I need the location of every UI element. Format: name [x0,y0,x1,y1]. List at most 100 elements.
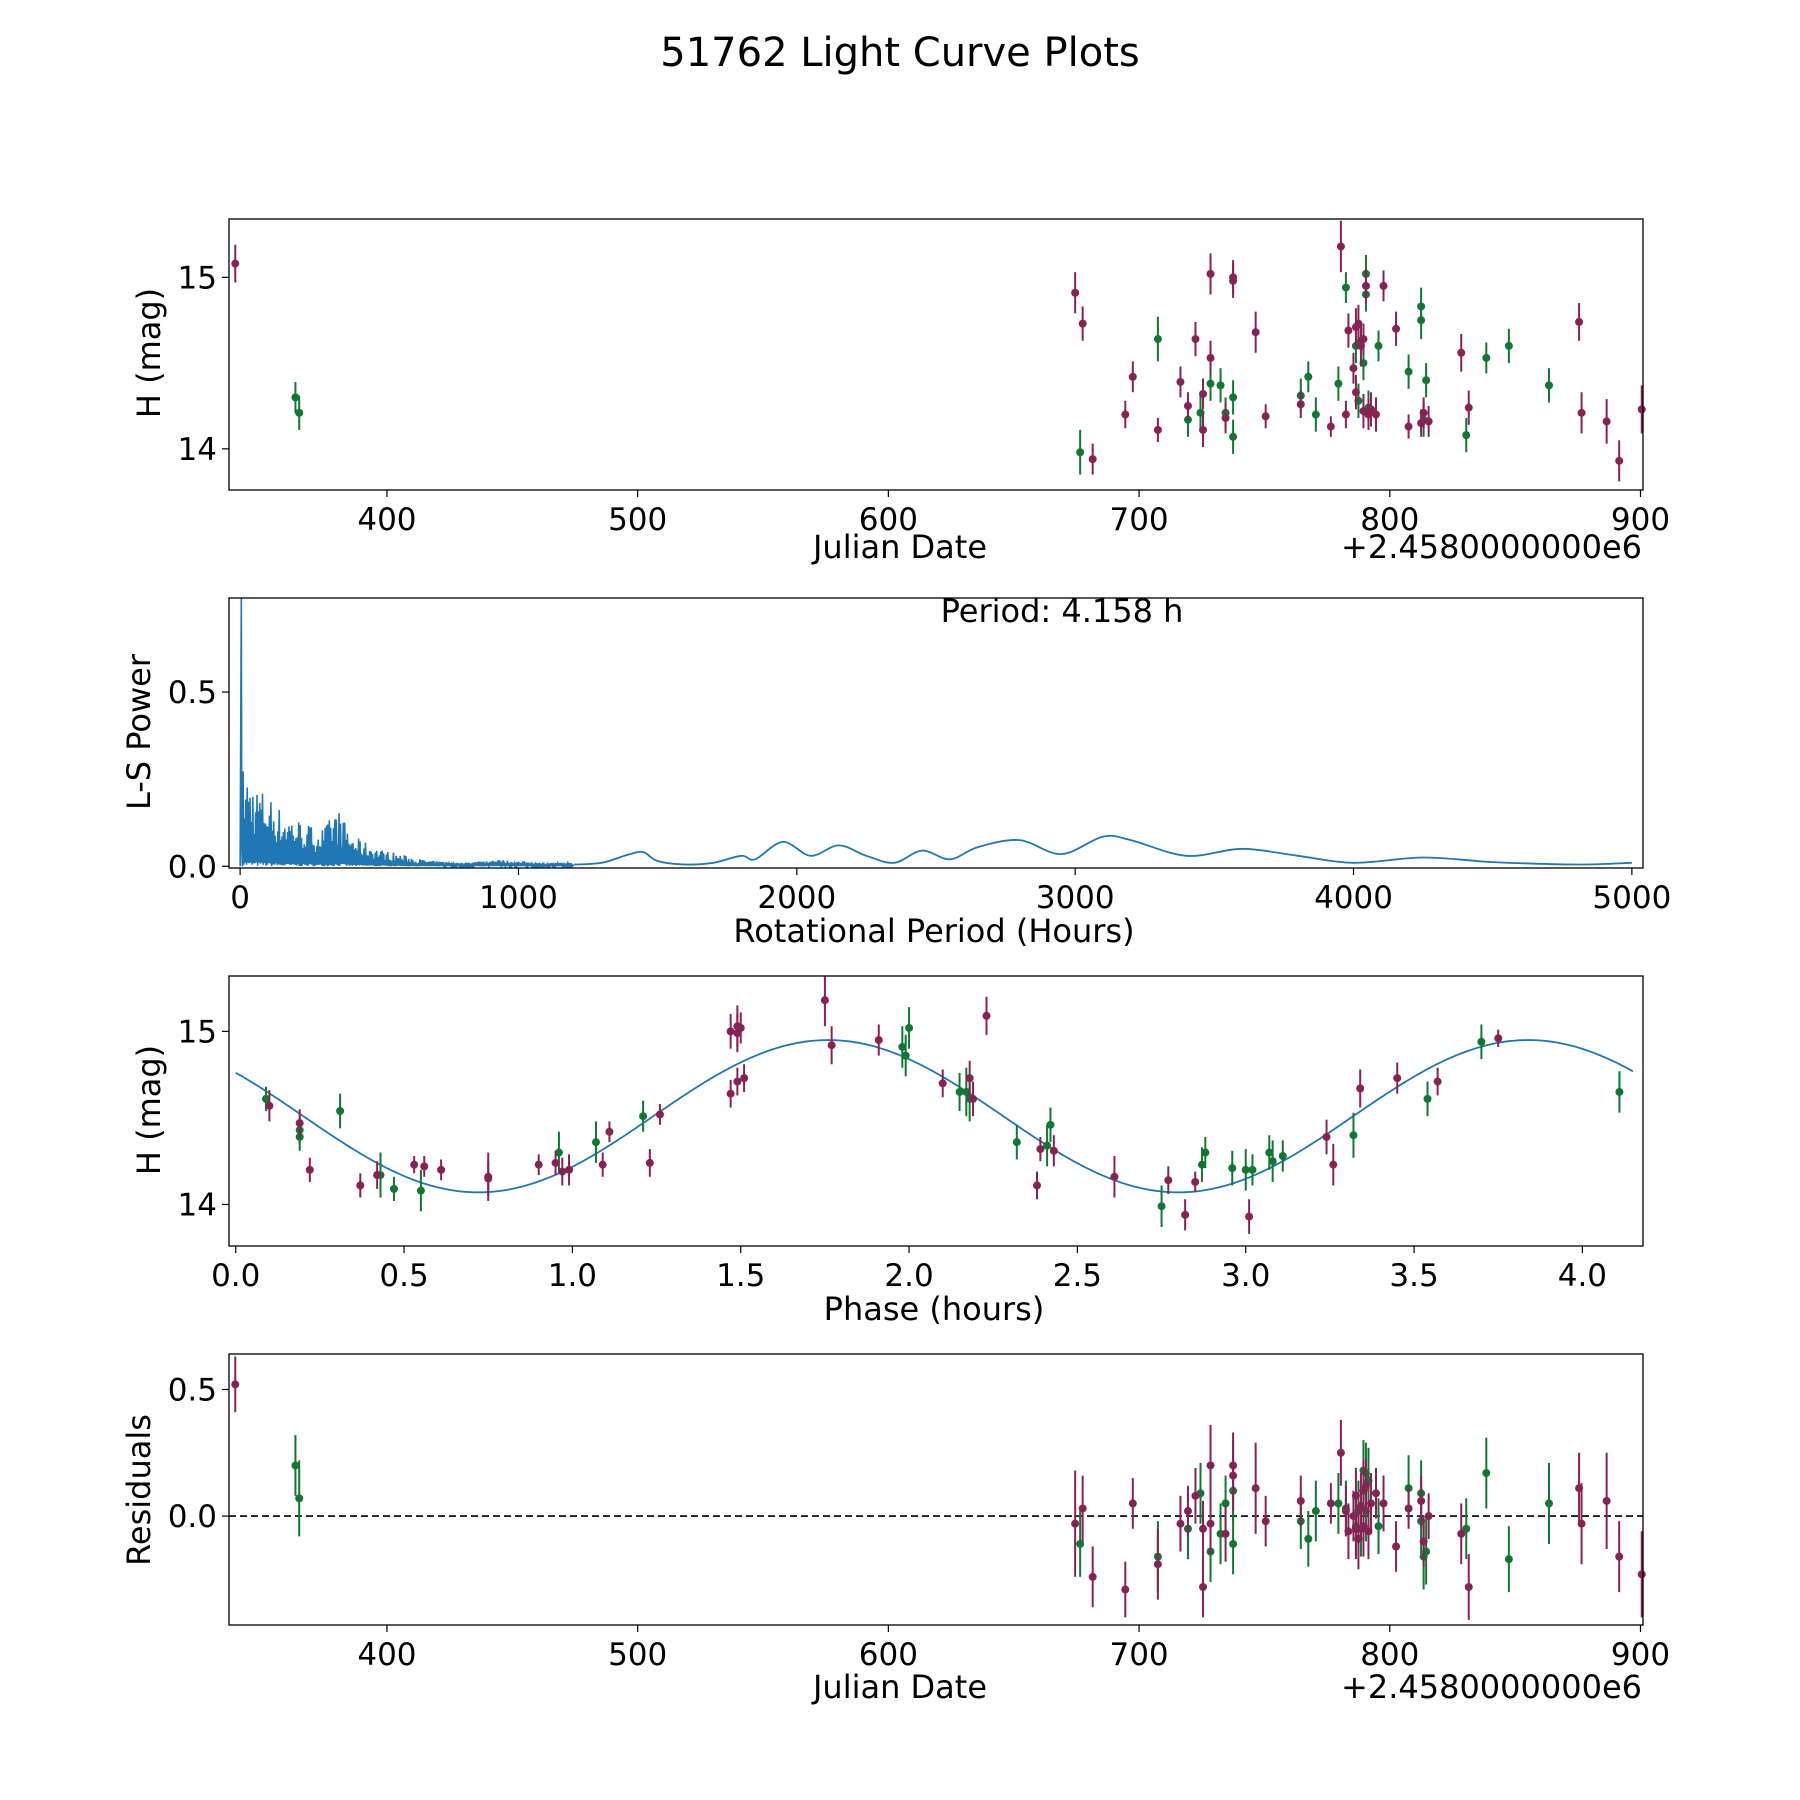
phased-point-r [305,1165,314,1174]
lightcurve-xtick-label: 800 [1360,502,1419,538]
residuals-point-g [1304,1534,1313,1543]
phased-point-r [605,1127,614,1136]
phased-point-r [645,1158,654,1167]
phased-point-g [1248,1165,1257,1174]
phased-point-g [1241,1165,1250,1174]
phased-frame [228,975,1644,1247]
lightcurve-point-r [1199,389,1208,398]
phased-xtick-label: 1.5 [716,1258,765,1294]
lightcurve-point-r [1191,335,1200,344]
lightcurve-point-r [1183,401,1192,410]
lightcurve-point-g [1153,335,1162,344]
residuals-point-r [1261,1517,1270,1526]
lightcurve-point-r [1615,456,1624,465]
phased-point-g [1046,1120,1055,1129]
phased-xtick-label: 2.0 [884,1258,933,1294]
phased-point-r [1329,1160,1338,1169]
residuals-point-r [1296,1496,1305,1505]
residuals-xtick-label: 600 [859,1637,918,1673]
lightcurve-point-g [1341,283,1350,292]
phased-point-g [1268,1157,1277,1166]
residuals-point-r [1191,1491,1200,1500]
residuals-point-r [1206,1519,1215,1528]
phased-point-g [1197,1160,1206,1169]
residuals-point-r [1392,1542,1401,1551]
phased-point-g [1265,1148,1274,1157]
lightcurve-point-g [1076,448,1085,457]
phased-point-r [726,1027,735,1036]
phased-point-r [1181,1210,1190,1219]
residuals-point-r [1078,1504,1087,1513]
lightcurve-point-g [1544,381,1553,390]
phased-ylabel: H (mag) [130,1045,168,1175]
phased-point-r [420,1162,429,1171]
residuals-frame [228,1353,1644,1626]
lightcurve-point-r [1419,408,1428,417]
periodogram-xtick-label: 1000 [479,880,558,916]
residuals-point-r [1176,1519,1185,1528]
phased-point-r [1110,1172,1119,1181]
residuals-point-g [1504,1555,1513,1564]
phased-point-g [1157,1202,1166,1211]
phased-xlabel: Phase (hours) [824,1290,1045,1328]
residuals-point-r [1251,1484,1260,1493]
phased-point-g [1043,1141,1052,1150]
phased-ytick-label: 15 [178,1014,217,1050]
phased-point-r [1433,1077,1442,1086]
lightcurve-point-g [1422,376,1431,385]
phased-point-r [373,1171,382,1180]
phased-point-g [1423,1094,1432,1103]
residuals-point-g [295,1494,304,1503]
phased-point-g [901,1051,910,1060]
lightcurve-point-g [1216,381,1225,390]
phased-point-g [962,1087,971,1096]
phased-point-r [1191,1177,1200,1186]
residuals-ylabel: Residuals [120,1414,158,1566]
lightcurve-point-r [1344,326,1353,335]
residuals-point-g [1334,1499,1343,1508]
lightcurve-x-offset: +2.4580000000e6 [1341,528,1642,566]
phased-point-g [1349,1131,1358,1140]
residuals-point-r [1128,1499,1137,1508]
residuals-point-r [1371,1489,1380,1498]
periodogram-xtick-label: 0 [230,880,250,916]
phased-point-r [827,1041,836,1050]
lightcurve-point-r [1071,288,1080,297]
residuals-point-g [1076,1539,1085,1548]
phased-point-r [736,1023,745,1032]
lightcurve-point-r [1366,405,1375,414]
phased-point-r [1164,1176,1173,1185]
residuals-point-r [1464,1583,1473,1592]
lightcurve-point-r [1464,403,1473,412]
residuals-xtick-label: 700 [1109,1637,1168,1673]
lightcurve-xlabel: Julian Date [811,528,987,566]
lightcurve-point-r [1341,410,1350,419]
phased-point-r [655,1110,664,1119]
lightcurve-point-r [1261,412,1270,421]
lightcurve-point-r [1153,425,1162,434]
phased-point-r [565,1165,574,1174]
residuals-point-r [1206,1461,1215,1470]
phased-panel: Phase (hours) H (mag) 0.0 0.5 1.0 1.5 2.0 2.5… [130,975,1644,1328]
lightcurve-point-r [1602,417,1611,426]
lightcurve-point-r [1351,388,1360,397]
phased-point-r [733,1077,742,1086]
phased-point-r [558,1167,567,1176]
phased-xtick-label: 0.5 [379,1258,428,1294]
phased-point-r [874,1036,883,1045]
phased-point-r [982,1011,991,1020]
phased-point-g [1477,1037,1486,1046]
lightcurve-point-g [1304,372,1313,381]
phased-point-r [1245,1212,1254,1221]
lightcurve-ylabel: H (mag) [130,288,168,418]
phased-point-r [1393,1074,1402,1083]
phased-point-r [1494,1034,1503,1043]
residuals-point-g [1374,1522,1383,1531]
lightcurve-point-r [1637,405,1646,414]
phased-point-r [820,996,829,1005]
residuals-xtick-label: 900 [1611,1637,1670,1673]
lightcurve-point-g [1311,410,1320,419]
lightcurve-point-r [1128,372,1137,381]
lightcurve-point-r [1379,281,1388,290]
